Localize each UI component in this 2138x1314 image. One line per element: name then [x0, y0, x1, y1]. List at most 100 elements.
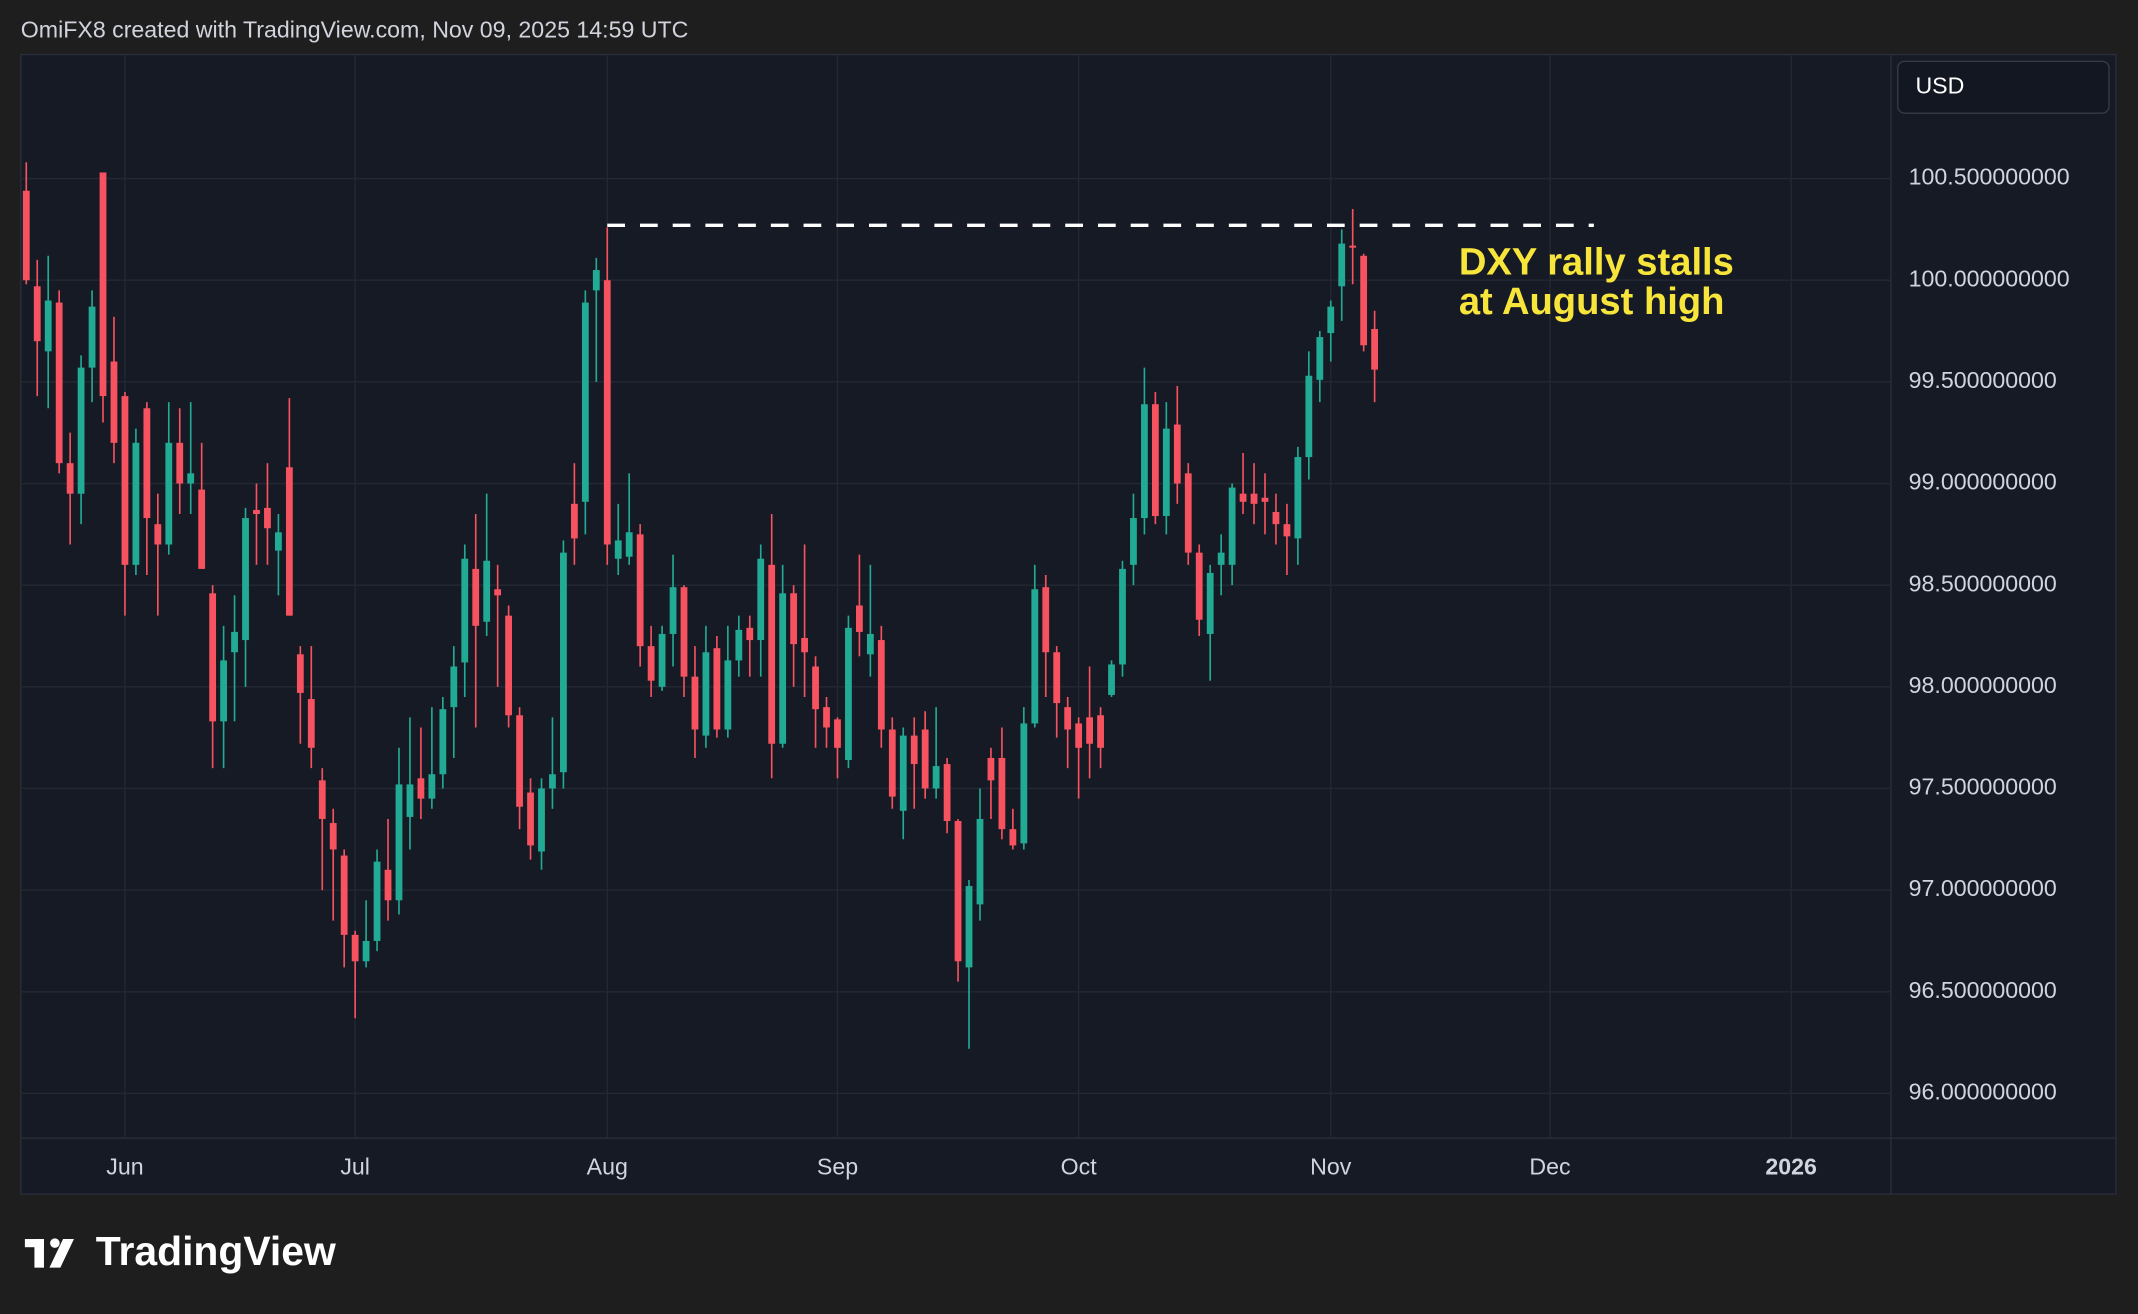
- brand: TradingView: [96, 1228, 336, 1274]
- candle-body: [417, 778, 425, 799]
- candle-body: [691, 676, 699, 730]
- candle-body: [987, 757, 995, 781]
- candle-body: [33, 286, 41, 342]
- candle-body: [483, 560, 491, 622]
- candle-body: [549, 774, 556, 789]
- candle-body: [362, 940, 370, 962]
- candle-body: [713, 648, 721, 730]
- candle-body: [932, 766, 940, 789]
- candle-body: [1272, 511, 1280, 525]
- candle-body: [340, 855, 348, 935]
- candle-body: [1075, 723, 1083, 748]
- candle-body: [965, 886, 973, 968]
- candle-body: [527, 792, 534, 846]
- candle-body: [636, 534, 644, 647]
- candle-body: [1108, 664, 1115, 695]
- candle-body: [198, 489, 206, 569]
- candle-body: [976, 818, 984, 905]
- candle-body: [1162, 428, 1170, 517]
- candle-body: [1020, 723, 1028, 844]
- candle-body: [296, 654, 304, 693]
- candle-body: [307, 699, 315, 748]
- candle-body: [1119, 568, 1126, 665]
- y-tick-label: 97.500000000: [1909, 774, 2057, 800]
- candle-body: [899, 735, 907, 811]
- candle-body: [625, 532, 633, 557]
- candle-body: [209, 593, 217, 722]
- candle-body: [943, 764, 951, 822]
- grid: [20, 54, 1891, 1139]
- candle-body: [1338, 243, 1346, 287]
- candle-body: [329, 823, 337, 850]
- candle-body: [1173, 424, 1181, 484]
- x-tick-label: Dec: [1529, 1153, 1570, 1179]
- y-tick-label: 100.500000000: [1909, 164, 2070, 190]
- candle-body: [505, 615, 513, 716]
- candles: [22, 162, 1594, 1049]
- candle-body: [812, 666, 819, 710]
- candle-body: [461, 558, 469, 663]
- candle-body: [88, 306, 96, 368]
- y-tick-label: 100.000000000: [1909, 265, 2070, 291]
- candle-body: [318, 780, 326, 819]
- candle-body: [1031, 589, 1039, 724]
- candle-body: [1195, 552, 1203, 620]
- x-tick-label: Jun: [106, 1153, 143, 1179]
- candle-body: [1151, 404, 1159, 517]
- y-tick-label: 98.000000000: [1909, 672, 2057, 698]
- logo-slash: [49, 1239, 74, 1268]
- candle-body: [1217, 552, 1225, 565]
- candle-body: [1053, 652, 1061, 704]
- candle-body: [395, 784, 403, 901]
- candle-body: [231, 631, 238, 653]
- y-tick-label: 96.500000000: [1909, 977, 2057, 1003]
- candle-body: [1086, 717, 1094, 744]
- candle-body: [669, 587, 677, 634]
- candle-body: [592, 270, 600, 291]
- x-tick-label: Nov: [1310, 1153, 1352, 1179]
- candle-body: [110, 361, 118, 443]
- candle-body: [702, 652, 710, 736]
- candle-body: [494, 589, 502, 596]
- candle-body: [614, 540, 622, 559]
- chart-frame: [20, 53, 2117, 1195]
- candle-body: [823, 707, 830, 728]
- y-tick-label: 97.000000000: [1909, 875, 2057, 901]
- candle-body: [1349, 245, 1357, 248]
- candle-body: [768, 564, 776, 744]
- candle-body: [472, 568, 480, 626]
- candle-body: [373, 861, 381, 941]
- candle-body: [735, 629, 743, 661]
- axis-labels: 96.000000000 96.500000000 97.000000000 97.5…: [106, 164, 2069, 1180]
- candle-body: [1327, 306, 1335, 334]
- candle-body: [55, 302, 63, 464]
- candle-body: [779, 593, 787, 744]
- logo-dot: [50, 1238, 60, 1248]
- candle-body: [516, 715, 523, 807]
- candle-body: [1130, 518, 1137, 565]
- currency-box[interactable]: [1897, 60, 2110, 114]
- candle-body: [428, 774, 436, 799]
- candle-body: [603, 280, 611, 545]
- logo-stem: [34, 1239, 44, 1268]
- candle-body: [1371, 328, 1379, 370]
- candle-body: [1261, 497, 1269, 502]
- candle-body: [1184, 473, 1192, 553]
- candle-body: [724, 660, 732, 730]
- candle-body: [176, 442, 184, 484]
- annotation: DXY rally stalls: [1459, 241, 1734, 284]
- candle-body: [877, 640, 885, 730]
- candle-body: [801, 638, 808, 653]
- candle-body: [757, 558, 765, 641]
- currency[interactable]: USD: [1915, 72, 1964, 98]
- candle-body: [1294, 457, 1302, 539]
- candle-body: [1206, 572, 1214, 634]
- candle-body: [1042, 587, 1050, 653]
- candle-body: [384, 869, 392, 901]
- candle-body: [143, 408, 151, 519]
- candle-body: [954, 821, 962, 962]
- candle-body: [450, 666, 458, 708]
- logo: TradingView: [24, 1228, 336, 1274]
- candle-body: [154, 524, 162, 545]
